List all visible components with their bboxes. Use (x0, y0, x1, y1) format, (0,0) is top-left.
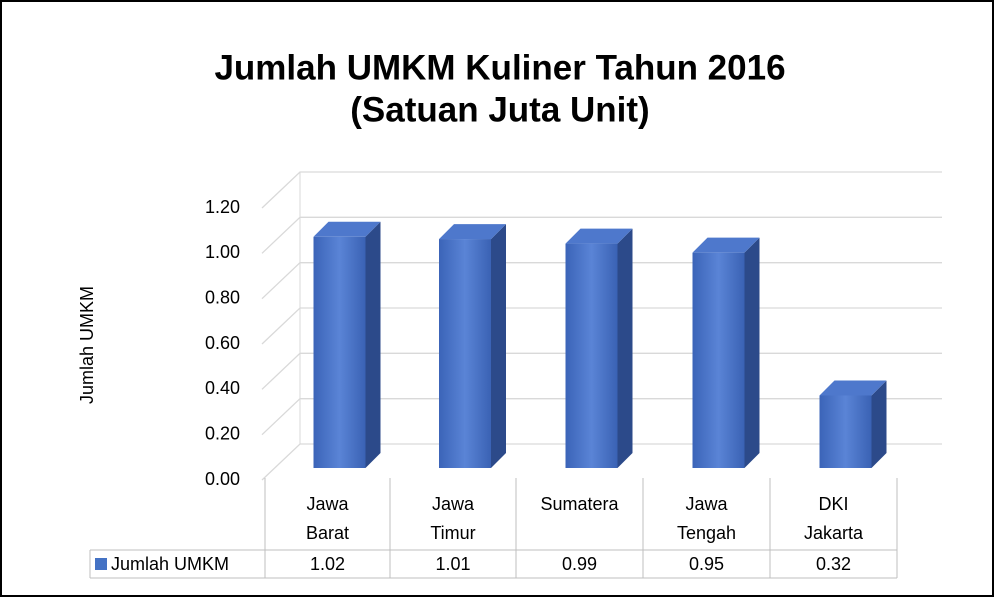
y-tick-label: 0.40 (205, 378, 240, 398)
bar-top (565, 228, 633, 244)
bar-front (692, 252, 745, 468)
bar-front (439, 239, 491, 468)
data-table-value: 0.99 (562, 554, 597, 574)
bar-front (819, 395, 872, 468)
bar (565, 228, 633, 468)
bar-top (819, 380, 887, 396)
bar-top (439, 224, 506, 240)
bar-side (744, 237, 760, 468)
bar-side (365, 221, 381, 468)
grid-line (261, 216, 942, 254)
bar (313, 221, 381, 468)
legend-swatch (95, 558, 107, 570)
legend-label: Jumlah UMKM (111, 554, 229, 574)
chart-subtitle: (Satuan Juta Unit) (350, 90, 649, 129)
data-table-value: 1.01 (435, 554, 470, 574)
x-tick-label: Jawa Barat (306, 494, 350, 543)
data-table-value: 1.02 (310, 554, 345, 574)
y-axis-label: Jumlah UMKM (77, 286, 97, 404)
data-table-value: 0.32 (816, 554, 851, 574)
bar-top (313, 221, 381, 237)
y-tick-label: 0.20 (205, 423, 240, 443)
chart-title: Jumlah UMKM Kuliner Tahun 2016 (214, 48, 785, 87)
y-tick-label: 1.00 (205, 242, 240, 262)
y-tick-label: 0.80 (205, 287, 240, 307)
y-tick-label: 0.60 (205, 333, 240, 353)
bar-front (565, 243, 618, 468)
bar (819, 380, 887, 468)
y-tick-label: 1.20 (205, 197, 240, 217)
x-tick-label: Jawa Tengah (677, 494, 736, 543)
bar-front (313, 236, 366, 468)
bar-side (491, 224, 506, 468)
bar-top (692, 237, 760, 253)
grid-line (261, 171, 942, 209)
x-tick-label: Sumatera (540, 494, 619, 514)
data-table-value: 0.95 (689, 554, 724, 574)
x-tick-label: Jawa Timur (430, 494, 475, 543)
bar-side (617, 228, 633, 468)
bar-side (871, 380, 887, 468)
x-tick-label: DKI Jakarta (804, 494, 864, 543)
y-tick-label: 0.00 (205, 469, 240, 489)
bar (439, 224, 506, 468)
bar (692, 237, 760, 468)
